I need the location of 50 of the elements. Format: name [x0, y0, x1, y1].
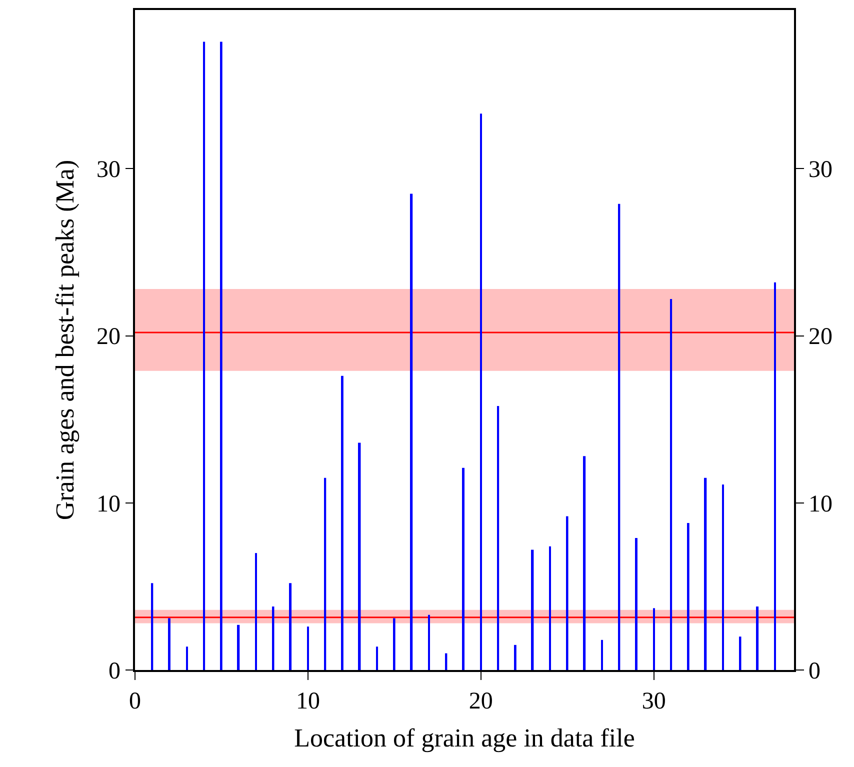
bar: [774, 282, 776, 670]
y2-tick-label: 10: [808, 491, 833, 518]
bar: [151, 583, 154, 670]
bar: [462, 468, 464, 670]
bar: [203, 42, 206, 670]
bar: [237, 624, 240, 670]
bar: [220, 42, 222, 670]
bar: [393, 618, 396, 670]
y-tick-label: 0: [108, 658, 120, 684]
y-tick-label: 20: [96, 324, 120, 350]
bar: [531, 550, 534, 670]
x-tick-label: 0: [129, 688, 141, 715]
bar: [566, 516, 568, 670]
bar: [635, 538, 638, 670]
bar: [549, 546, 551, 670]
x-tick-label: 30: [642, 688, 666, 715]
bar: [289, 583, 292, 670]
bar: [376, 646, 378, 670]
bar: [445, 653, 448, 670]
bar: [756, 606, 759, 670]
bar: [168, 618, 170, 670]
bar: [687, 522, 690, 670]
bar: [722, 484, 724, 670]
bar: [255, 553, 257, 670]
bar: [480, 114, 482, 670]
bar: [583, 456, 586, 670]
y-axis-title: Grain ages and best-fit peaks (Ma): [50, 160, 80, 520]
bar: [410, 194, 413, 670]
bar: [497, 406, 500, 670]
x-axis-title: Location of grain age in data file: [294, 724, 635, 753]
bar: [428, 614, 430, 670]
bar: [307, 626, 309, 670]
bar: [186, 646, 188, 670]
bar: [358, 442, 361, 670]
bar: [514, 644, 516, 670]
y2-tick-label: 30: [808, 157, 833, 184]
bar: [341, 376, 344, 670]
bar: [670, 299, 672, 670]
bar: [653, 608, 655, 670]
x-tick-label: 20: [468, 688, 493, 715]
y2-tick-label: 0: [808, 658, 821, 684]
y-tick-label: 10: [96, 491, 120, 518]
y-tick-label: 30: [96, 157, 120, 184]
bar: [704, 478, 707, 670]
bar: [601, 640, 603, 670]
y2-tick-label: 20: [808, 324, 833, 350]
x-tick-label: 10: [296, 688, 320, 715]
bar: [739, 636, 742, 670]
bar: [324, 478, 326, 670]
bar: [618, 204, 620, 670]
